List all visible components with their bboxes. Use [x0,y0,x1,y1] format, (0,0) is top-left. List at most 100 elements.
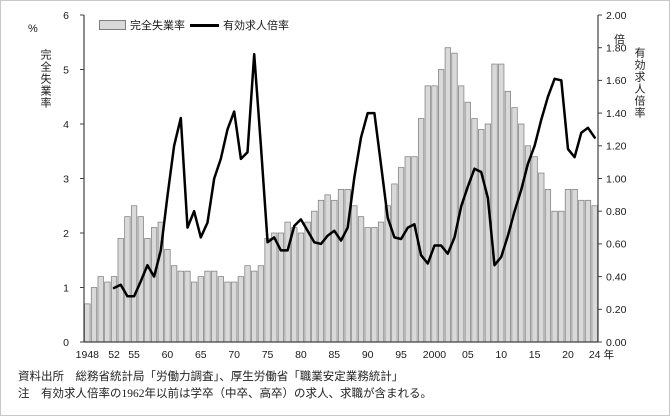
unemployment-bar [558,210,565,343]
unemployment-bar [491,63,498,343]
left-tick-label: 6 [63,10,69,22]
unemployment-bar [584,199,592,343]
x-tick-label: 70 [228,349,240,361]
unemployment-bar [498,63,505,343]
line-swatch-icon [190,23,219,27]
unemployment-bar [484,123,491,343]
unemployment-bar [464,101,471,343]
unemployment-bar [424,85,431,343]
unemployment-bar [191,281,198,343]
source-note: 資料出所 総務省統計局「労働力調査」、厚生労働省「職業安定業務統計」 [18,371,404,383]
unemployment-bar [271,232,278,343]
data-note: 注 有効求人倍率の1962年以前は学卒（中卒、高卒）の求人、求職が含まれる。 [18,388,432,401]
unemployment-bar [231,281,238,343]
x-tick-label: 80 [295,349,307,361]
unemployment-bar [518,123,525,343]
left-tick-label: 1 [63,282,69,294]
unemployment-bar [297,232,305,343]
x-tick-label: 10 [495,349,507,361]
left-tick-label: 2 [63,228,69,240]
x-tick-label: 05 [462,349,474,361]
unemployment-bar [417,118,425,343]
x-tick-label: 75 [262,349,274,361]
unemployment-bar [444,47,451,343]
unemployment-bar [331,199,338,343]
right-tick-label: 0.80 [606,206,627,218]
unemployment-bar [544,189,552,343]
unemployment-bar [84,303,91,343]
unemployment-bar [551,210,558,343]
unemployment-bar [211,270,218,343]
unemployment-bar [204,270,211,343]
unemployment-bar [591,205,598,343]
unemployment-bar [244,265,251,343]
left-tick-label: 3 [63,173,69,185]
unemployment-bar [304,221,311,343]
unemployment-bar [511,107,518,343]
unemployment-bar [104,281,111,343]
unemployment-bar [404,156,411,343]
unemployment-bar [371,227,378,343]
x-axis-suffix: 年 [604,348,615,361]
right-tick-label: 1.20 [606,141,627,153]
x-tick-label: 20 [562,349,574,361]
unemployment-bar [578,199,585,343]
left-tick-label: 4 [63,119,69,131]
unemployment-bar [177,270,184,343]
right-tick-label: 1.60 [606,75,627,87]
unemployment-bar [571,189,578,343]
right-tick-label: 0.00 [606,337,627,349]
unemployment-bar [224,281,231,343]
legend-item-ratio: 有効求人倍率 [190,17,289,33]
left-tick-label: 5 [63,64,69,76]
legend-label-unemployment: 完全失業率 [130,20,185,32]
right-tick-label: 2.00 [606,10,627,22]
plot-area: 0 1 2 3 4 5 6 0.00 0.20 0.40 0.60 0.80 1.00 1.20 1.40 1… [63,10,627,361]
unemployment-bar [217,276,224,343]
right-tick-label: 0.40 [606,271,627,283]
x-tick-label: 90 [362,349,374,361]
unemployment-bar [564,189,572,343]
left-axis-title: 完全失業率 [39,49,51,109]
unemployment-bar [364,227,371,343]
x-tick-label: 15 [529,349,541,361]
unemployment-bar [317,199,325,343]
unemployment-bar [438,69,445,343]
unemployment-bar [130,205,138,343]
unemployment-bar [504,90,512,343]
unemployment-bar [397,167,405,343]
right-tick-label: 1.00 [606,173,627,185]
unemployment-bar [90,287,98,343]
right-tick-label: 0.60 [606,239,627,251]
x-tick-label: 55 [128,349,140,361]
unemployment-bar [164,248,171,343]
right-axis-title: 有効求人倍率 [633,47,645,119]
unemployment-bar [311,210,318,343]
unemployment-bar [431,85,438,343]
right-axis-unit: 倍 [614,34,625,46]
left-axis-unit: % [28,23,38,35]
unemployment-bar [291,227,298,343]
unemployment-bar [411,156,418,343]
x-tick-label: 2000 [423,349,447,361]
unemployment-bar [197,276,204,343]
footer-notes: 資料出所 総務省統計局「労働力調査」、厚生労働省「職業安定業務統計」 注 有効求… [18,369,432,404]
unemployment-bar [144,238,151,343]
unemployment-bar [538,172,545,343]
unemployment-bar [478,129,485,343]
right-tick-label: 0.20 [606,304,627,316]
unemployment-bar [351,205,358,343]
x-tick-label: 60 [162,349,174,361]
unemployment-bar [531,156,538,343]
unemployment-bar [184,270,191,343]
unemployment-bar [324,194,331,343]
unemployment-bar [150,227,158,343]
x-tick-label: 1948 [76,349,100,361]
x-tick-label: 24 [589,349,601,361]
right-tick-label: 1.40 [606,108,627,120]
unemployment-bar [257,265,265,343]
left-tick-label: 0 [63,337,69,349]
x-tick-label: 95 [395,349,407,361]
legend-item-unemployment: 完全失業率 [99,17,185,33]
